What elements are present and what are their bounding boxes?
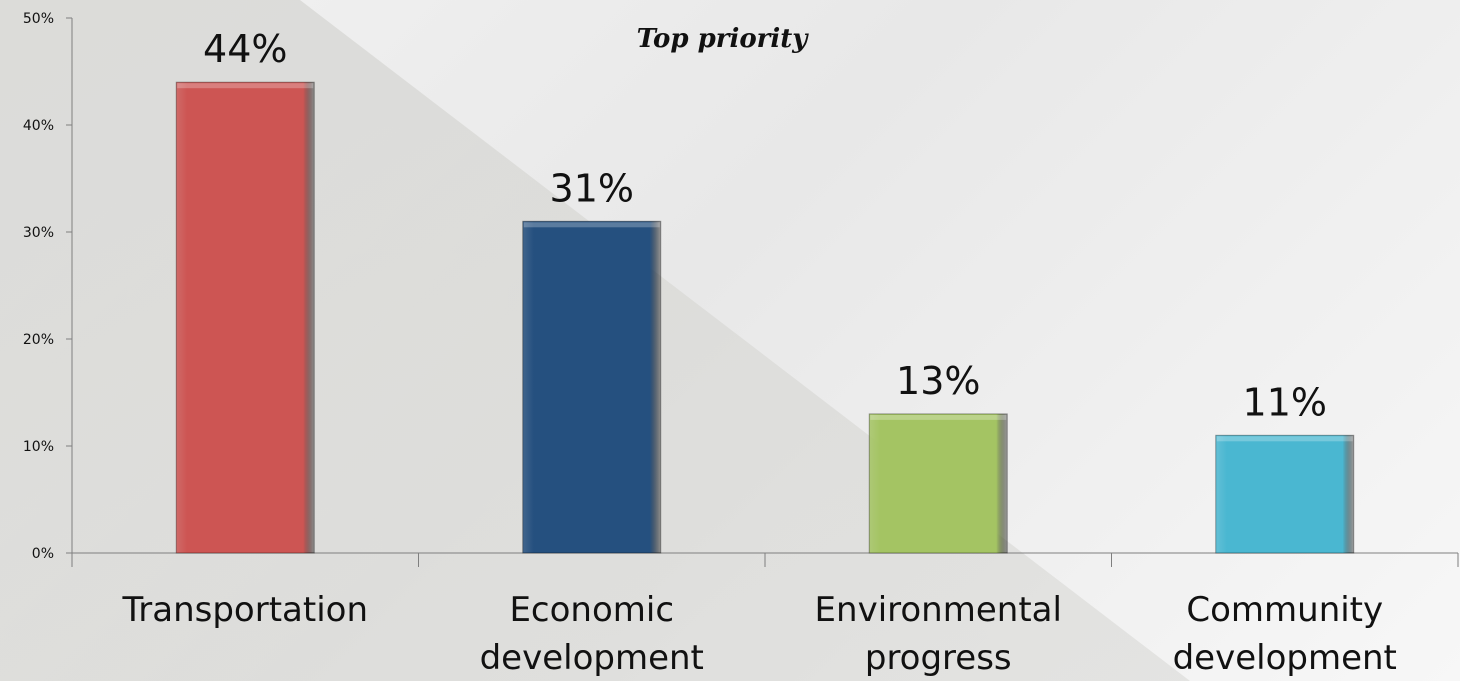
bar-bevel: [177, 83, 314, 89]
bar-bevel: [1216, 436, 1353, 442]
y-tick-label: 30%: [23, 225, 54, 241]
bar: [175, 81, 315, 554]
category-label-line: progress: [865, 638, 1012, 678]
y-tick-label: 0%: [32, 546, 54, 562]
category-label: Transportation: [121, 590, 368, 630]
data-label: 31%: [550, 166, 634, 210]
category-label-line: Transportation: [121, 590, 368, 630]
bar-bevel: [523, 222, 660, 228]
bar: [868, 413, 1008, 554]
category-label: Environmental progress: [815, 590, 1062, 678]
category-label-line: development: [480, 638, 704, 678]
category-label: Community development: [1173, 590, 1397, 678]
category-label-line: Environmental: [815, 590, 1062, 630]
bar: [1215, 434, 1355, 554]
category-label-line: Community: [1186, 590, 1383, 630]
category-label-line: Economic: [509, 590, 674, 630]
data-label: 11%: [1243, 380, 1327, 424]
data-label: 13%: [896, 359, 980, 403]
chart-title: Top priority: [637, 24, 810, 54]
y-tick-label: 40%: [23, 118, 54, 134]
bar-bevel: [870, 414, 1007, 420]
y-tick-label: 50%: [23, 11, 54, 27]
y-tick-label: 20%: [23, 332, 54, 348]
category-label: Economic development: [480, 590, 704, 678]
bar: [522, 220, 662, 554]
data-label: 44%: [203, 27, 287, 71]
y-tick-label: 10%: [23, 439, 54, 455]
category-label-line: development: [1173, 638, 1397, 678]
